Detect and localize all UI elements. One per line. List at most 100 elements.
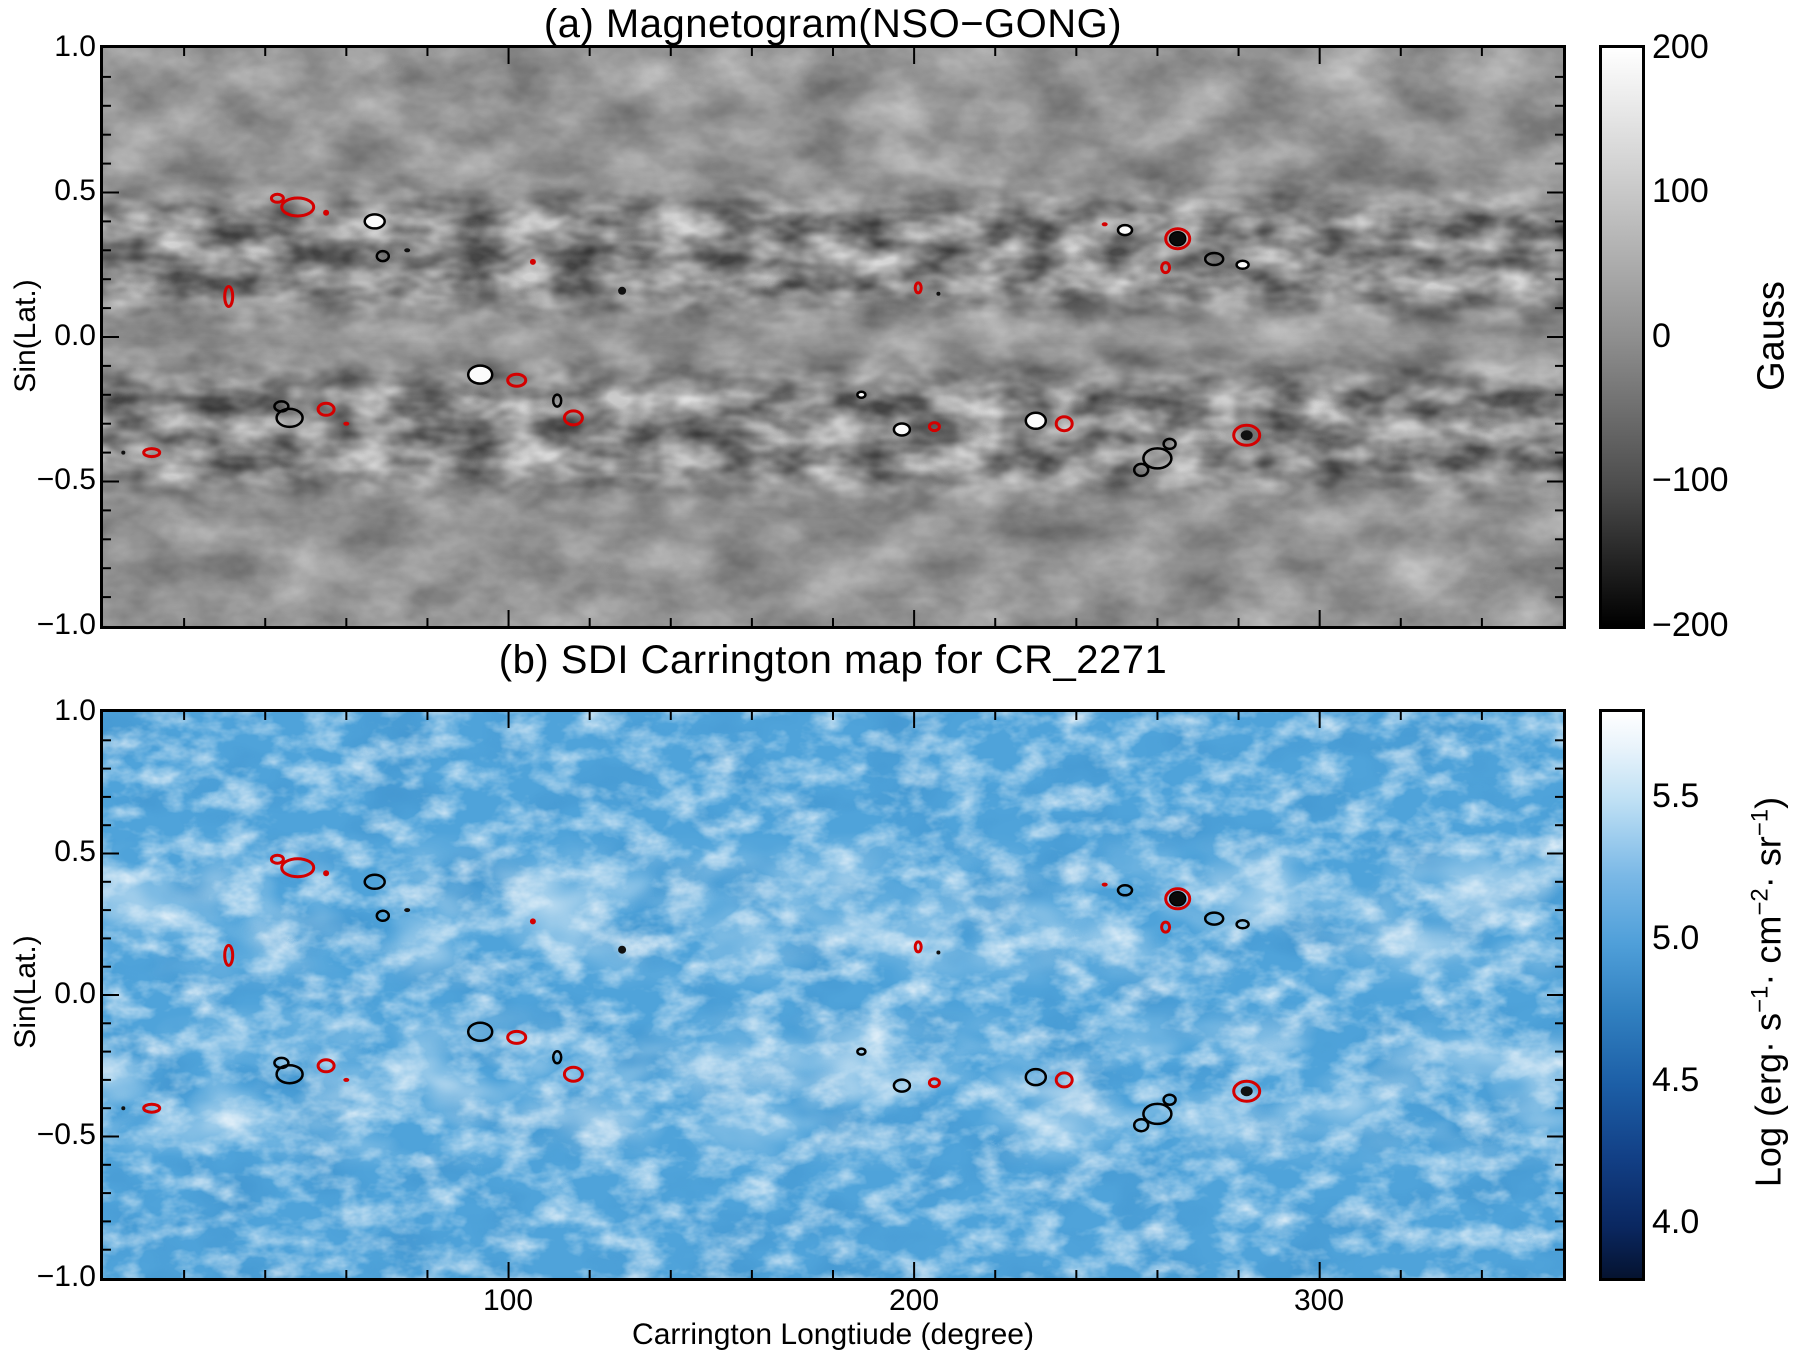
unit-superscript: −1: [1746, 985, 1774, 1014]
x-tick-label: 100: [482, 1284, 534, 1317]
contour-feature: [1164, 227, 1192, 251]
sdi-south-activity-belt: [103, 1002, 1563, 1172]
contour-feature: [1168, 891, 1187, 907]
unit-text: Log (erg· s: [1747, 1013, 1789, 1188]
contour-overlay-group: [121, 853, 1262, 1133]
panel-a-title: (a) Magnetogram(NSO−GONG): [543, 2, 1123, 46]
contour-feature: [1240, 430, 1253, 441]
y-tick-label: −0.5: [36, 1118, 96, 1151]
contour-feature: [275, 1063, 304, 1085]
contour-feature: [1116, 884, 1134, 897]
contour-feature: [121, 450, 126, 455]
contour-feature: [280, 857, 316, 879]
contour-feature: [892, 1078, 912, 1093]
panel-a-plot: [100, 45, 1566, 629]
contour-feature: [1232, 1079, 1262, 1103]
contour-feature: [404, 908, 411, 913]
colorbar-tick-label: 0: [1652, 317, 1671, 355]
contour-feature: [551, 393, 563, 408]
y-tick-label: 1.0: [54, 694, 96, 727]
contour-feature: [551, 1050, 563, 1065]
unit-text: ): [1747, 796, 1789, 809]
contour-feature: [1024, 411, 1048, 431]
contour-feature: [927, 1077, 941, 1089]
unit-text: · cm: [1747, 915, 1789, 986]
contour-feature: [1132, 462, 1150, 478]
contour-feature: [121, 1106, 126, 1111]
contour-feature: [562, 1065, 584, 1083]
contour-feature: [466, 1021, 494, 1043]
contour-feature: [1203, 911, 1225, 926]
gauss-colorbar-label: Gauss: [1750, 281, 1793, 391]
contour-overlay-group: [121, 192, 1262, 478]
intensity-colorbar: [1599, 709, 1645, 1281]
contour-feature: [142, 1102, 162, 1114]
contour-feature: [363, 873, 386, 891]
contour-feature: [913, 281, 923, 295]
colorbar-tick-label: −200: [1652, 606, 1729, 644]
contour-feature: [1116, 223, 1134, 237]
contour-feature: [1168, 230, 1187, 247]
panel-b-plot: [100, 709, 1566, 1281]
unit-superscript: −2: [1746, 888, 1774, 916]
y-tick-label: 1.0: [54, 30, 96, 63]
y-tick-label: 0.5: [54, 174, 96, 207]
contour-feature: [562, 409, 584, 427]
magnetogram-north-activity-belt: [103, 168, 1563, 338]
contour-feature: [618, 286, 627, 295]
contour-feature: [223, 943, 235, 967]
contour-feature: [375, 909, 391, 923]
contour-feature: [1054, 1071, 1074, 1089]
contour-feature: [1162, 437, 1177, 451]
colorbar-tick-label: 4.5: [1652, 1061, 1700, 1099]
contour-feature: [1142, 1102, 1173, 1126]
contour-feature: [363, 213, 386, 230]
contour-feature: [618, 945, 627, 954]
contour-feature: [1162, 1093, 1177, 1106]
panel-a-ylabel: Sin(Lat.): [9, 279, 42, 393]
contour-feature: [343, 1077, 350, 1082]
x-tick-label: 200: [888, 1284, 940, 1317]
contour-feature: [142, 447, 162, 459]
contour-feature: [1160, 261, 1172, 275]
sdi-bright-mottling: [103, 712, 1563, 1278]
intensity-colorbar-label: Log (erg· s−1· cm−2· sr−1): [1747, 797, 1790, 1187]
contour-feature: [1101, 222, 1108, 227]
unit-text: · sr: [1747, 836, 1789, 889]
contour-feature: [927, 421, 941, 433]
contour-feature: [1132, 1117, 1150, 1133]
magnetogram-map: [103, 48, 1563, 626]
colorbar-tick-label: 5.5: [1652, 777, 1700, 815]
contour-feature: [529, 918, 536, 925]
contour-feature: [892, 422, 912, 437]
contour-feature: [275, 407, 304, 429]
contour-feature: [323, 870, 330, 877]
contour-feature: [1024, 1067, 1048, 1087]
contour-feature: [273, 400, 290, 413]
contour-feature: [343, 421, 350, 426]
contour-feature: [316, 401, 336, 417]
contour-feature: [1235, 919, 1250, 930]
colorbar-tick-label: 100: [1652, 172, 1709, 210]
contour-feature: [936, 950, 941, 955]
magnetogram-south-activity-belt: [103, 343, 1563, 518]
contour-feature: [223, 285, 235, 308]
colorbar-tick-label: 5.0: [1652, 919, 1700, 957]
contour-feature: [1160, 920, 1172, 934]
contour-feature: [1054, 415, 1074, 433]
y-tick-label: 0.5: [54, 835, 96, 868]
contour-feature: [269, 853, 285, 865]
y-tick-label: −1.0: [36, 1260, 96, 1293]
panel-b-title: (b) SDI Carrington map for CR_2271: [498, 638, 1168, 682]
contour-feature: [375, 249, 391, 263]
panel-b-ylabel: Sin(Lat.): [9, 935, 42, 1049]
y-tick-label: −1.0: [36, 608, 96, 641]
contour-feature: [913, 940, 923, 954]
x-tick-label: 300: [1293, 1284, 1345, 1317]
contour-feature: [529, 258, 536, 265]
contour-feature: [856, 390, 867, 400]
contour-feature: [1232, 423, 1262, 447]
unit-superscript: −1: [1746, 808, 1774, 837]
contour-feature: [1164, 887, 1192, 911]
